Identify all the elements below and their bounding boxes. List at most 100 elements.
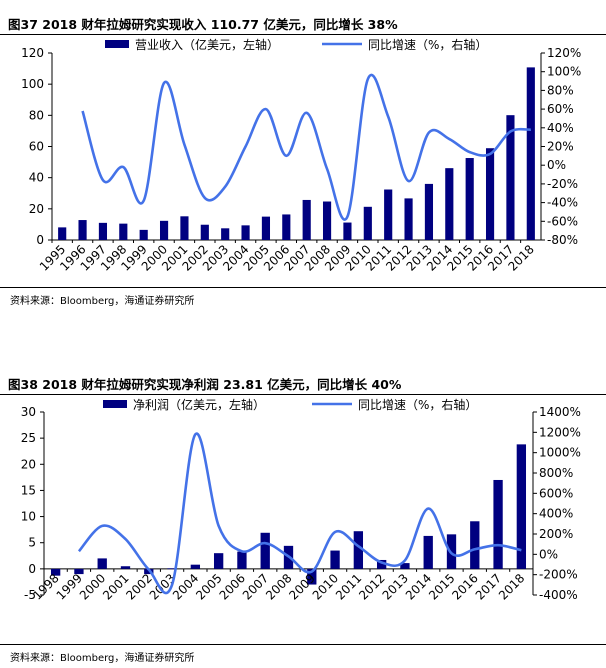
- left-tick-label: 0: [28, 562, 36, 576]
- revenue-chart: 0 20 40 60 80 100 120 -80% -60% -40% -20% 0% 20% 40% 6…: [21, 37, 581, 274]
- left-tick-label: 60: [29, 140, 44, 154]
- x-tick-label: 2001: [100, 571, 131, 602]
- x-tick-label: 2018: [496, 571, 527, 602]
- x-tick-label: 2016: [449, 571, 480, 602]
- figure-37-title: 图37 2018 财年拉姆研究实现收入 110.77 亿美元，同比增长 38%: [8, 17, 398, 32]
- bar-2012: [404, 198, 413, 240]
- left-tick-label: 0: [36, 233, 44, 247]
- bar-1998: [50, 568, 61, 576]
- left-tick-label: 20: [21, 457, 36, 471]
- left-tick-label: 80: [29, 108, 44, 122]
- bar-2018: [516, 444, 527, 569]
- bar-2006: [237, 551, 247, 569]
- right-tick-label: -20%: [547, 177, 578, 191]
- bar-2003: [167, 568, 177, 570]
- legend-bar-label: 营业收入（亿美元，左轴）: [135, 37, 279, 52]
- right-tick-label: -40%: [547, 196, 578, 210]
- bar-1995: [58, 227, 67, 240]
- right-tick-label: 400%: [539, 507, 573, 521]
- right-tick-label: 100%: [547, 65, 581, 79]
- right-tick-label: -200%: [539, 568, 578, 582]
- left-tick-label: 5: [28, 536, 36, 550]
- left-tick-label: 10: [21, 510, 36, 524]
- bar-2013: [400, 563, 410, 569]
- figure-37-top-rule: [0, 34, 606, 35]
- right-tick-label: 800%: [539, 466, 573, 480]
- figure-38-top-rule: [0, 394, 606, 395]
- bar-2015: [465, 158, 474, 240]
- growth-line: [81, 73, 531, 221]
- legend-bar-swatch: [105, 40, 129, 48]
- bar-2005: [261, 216, 271, 240]
- growth-line: [77, 432, 522, 595]
- left-tick-label: 30: [21, 405, 36, 419]
- x-tick-label: 2014: [403, 571, 434, 602]
- right-tick-label: 600%: [539, 486, 573, 500]
- legend-bar-label: 净利润（亿美元，左轴）: [133, 397, 265, 412]
- bar-2017: [493, 479, 503, 569]
- x-tick-label: 2013: [380, 571, 411, 602]
- bar-2010: [363, 206, 372, 240]
- right-tick-label: 20%: [547, 140, 574, 154]
- x-tick-label: 2006: [217, 571, 248, 602]
- bar-2009: [343, 222, 352, 240]
- legend-line-label: 同比增速（%，右轴）: [368, 37, 487, 52]
- right-tick-label: -400%: [539, 588, 578, 602]
- bar-2014: [445, 168, 454, 240]
- right-tick-label: -80%: [547, 233, 578, 247]
- bar-2007: [302, 199, 311, 240]
- bar-2006: [282, 214, 291, 240]
- bar-2003: [221, 228, 230, 240]
- bar-2011: [384, 189, 393, 240]
- right-tick-label: 60%: [547, 102, 574, 116]
- figure-38-bottom-rule: [0, 644, 606, 645]
- bar-2002: [200, 224, 209, 240]
- figure-37-source: 资料来源：Bloomberg，海通证券研究所: [10, 296, 195, 307]
- bar-2011: [353, 531, 364, 569]
- bar-2004: [241, 225, 250, 240]
- figure-37-bottom-rule: [0, 287, 606, 288]
- bar-2000: [159, 220, 169, 240]
- figure-38-title: 图38 2018 财年拉姆研究实现净利润 23.81 亿美元，同比增长 40%: [8, 377, 402, 392]
- bar-2001: [120, 566, 131, 569]
- right-tick-label: 1400%: [539, 405, 581, 419]
- bar-2008: [322, 201, 332, 240]
- bar-2010: [330, 550, 340, 569]
- x-tick-label: 2007: [240, 571, 271, 602]
- right-tick-label: 40%: [547, 121, 574, 135]
- x-tick-label: 2015: [426, 571, 457, 602]
- left-tick-label: -5: [24, 588, 36, 602]
- bar-1997: [98, 222, 108, 240]
- left-tick-label: 25: [21, 431, 36, 445]
- bar-2012: [376, 559, 387, 569]
- bar-2018: [526, 67, 535, 240]
- right-tick-label: 0%: [547, 158, 566, 172]
- net-profit-chart: -5 0 5 10 15 20 25 30 -400% -200% 0% 200% 400% 600% 80…: [21, 397, 581, 603]
- right-tick-label: -60%: [547, 214, 578, 228]
- bar-2004: [190, 564, 201, 569]
- x-tick-label: 2005: [193, 571, 224, 602]
- left-tick-label: 15: [21, 483, 36, 497]
- right-tick-label: 1200%: [539, 425, 581, 439]
- x-tick-label: 1999: [54, 571, 85, 602]
- left-tick-label: 100: [21, 77, 44, 91]
- left-tick-label: 20: [29, 202, 44, 216]
- right-tick-label: 1000%: [539, 446, 581, 460]
- legend-line-label: 同比增速（%，右轴）: [358, 397, 477, 412]
- bar-1999: [139, 229, 148, 240]
- left-tick-label: 40: [29, 171, 44, 185]
- x-tick-label: 2002: [123, 571, 154, 602]
- bar-2007: [260, 532, 270, 569]
- x-tick-label: 2008: [263, 571, 294, 602]
- x-tick-label: 2011: [333, 571, 364, 602]
- x-tick-label: 2017: [473, 571, 504, 602]
- legend-bar-swatch: [103, 400, 127, 408]
- bar-2000: [97, 558, 107, 569]
- bar-2001: [180, 216, 189, 240]
- bar-2009: [307, 568, 317, 585]
- bar-2014: [423, 535, 433, 569]
- bar-2013: [424, 183, 434, 240]
- bar-2005: [213, 553, 224, 569]
- bar-1999: [74, 568, 84, 575]
- x-tick-label: 2012: [356, 571, 387, 602]
